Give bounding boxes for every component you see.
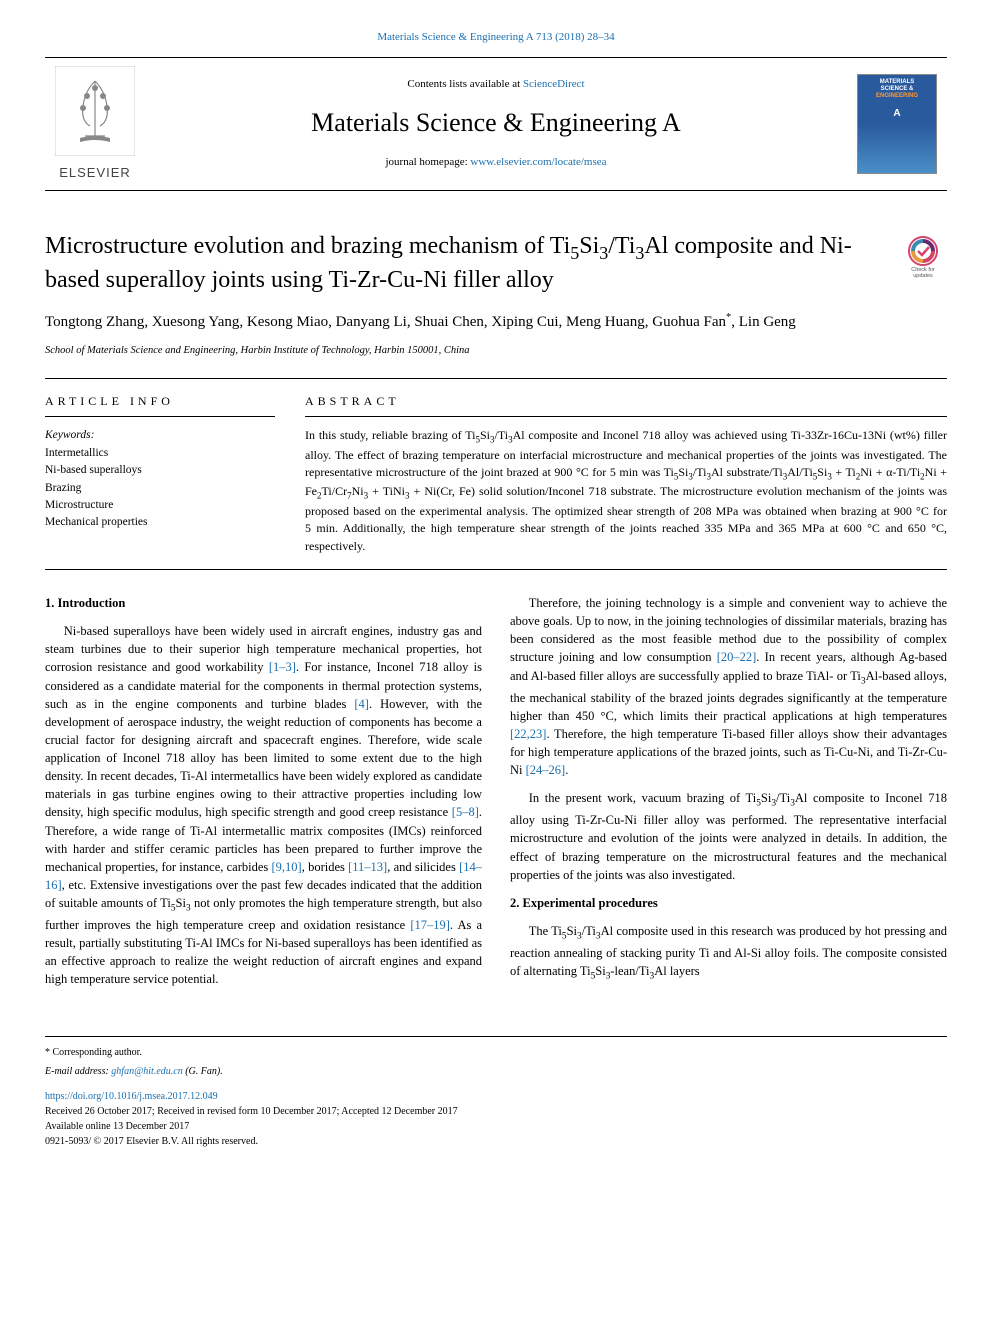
doi-link[interactable]: https://doi.org/10.1016/j.msea.2017.12.0… — [45, 1091, 218, 1102]
corresponding-author-note: * Corresponding author. — [45, 1045, 947, 1060]
banner-center: Contents lists available at ScienceDirec… — [145, 77, 847, 170]
email-line: E-mail address: ghfan@hit.edu.cn (G. Fan… — [45, 1064, 947, 1079]
publisher-logo-block: ELSEVIER — [45, 66, 145, 181]
journal-cover-thumbnail: MATERIALS SCIENCE & ENGINEERING A — [857, 74, 937, 174]
article-info-column: ARTICLE INFO Keywords: Intermetallics Ni… — [45, 393, 275, 555]
keyword: Ni-based superalloys — [45, 462, 275, 479]
running-header-link[interactable]: Materials Science & Engineering A 713 (2… — [377, 31, 614, 43]
copyright-line: 0921-5093/ © 2017 Elsevier B.V. All righ… — [45, 1134, 947, 1149]
running-header: Materials Science & Engineering A 713 (2… — [45, 30, 947, 45]
abstract-text: In this study, reliable brazing of Ti5Si… — [305, 427, 947, 555]
elsevier-tree-logo — [55, 66, 135, 156]
svg-text:updates: updates — [913, 273, 933, 279]
keywords-label: Keywords: — [45, 427, 275, 443]
body-paragraph: In the present work, vacuum brazing of T… — [510, 789, 947, 884]
homepage-line: journal homepage: www.elsevier.com/locat… — [145, 155, 847, 170]
body-paragraph: Ni-based superalloys have been widely us… — [45, 622, 482, 988]
keyword: Intermetallics — [45, 445, 275, 462]
section-heading-introduction: 1. Introduction — [45, 594, 482, 612]
article-info-heading: ARTICLE INFO — [45, 393, 275, 417]
keyword: Brazing — [45, 480, 275, 497]
keyword: Mechanical properties — [45, 514, 275, 531]
authors-list: Tongtong Zhang, Xuesong Yang, Kesong Mia… — [45, 310, 947, 334]
sciencedirect-link[interactable]: ScienceDirect — [523, 78, 585, 90]
article-title: Microstructure evolution and brazing mec… — [45, 231, 889, 296]
affiliation: School of Materials Science and Engineer… — [45, 344, 947, 359]
corresponding-email-link[interactable]: ghfan@hit.edu.cn — [111, 1066, 182, 1077]
abstract-column: ABSTRACT In this study, reliable brazing… — [305, 393, 947, 555]
available-online-date: Available online 13 December 2017 — [45, 1119, 947, 1134]
section-heading-experimental: 2. Experimental procedures — [510, 894, 947, 912]
journal-banner: ELSEVIER Contents lists available at Sci… — [45, 57, 947, 190]
check-for-updates-icon[interactable]: Check for updates — [899, 231, 947, 279]
body-paragraph: Therefore, the joining technology is a s… — [510, 594, 947, 779]
body-paragraph: The Ti5Si3/Ti3Al composite used in this … — [510, 922, 947, 984]
received-dates: Received 26 October 2017; Received in re… — [45, 1104, 947, 1119]
keyword: Microstructure — [45, 497, 275, 514]
abstract-heading: ABSTRACT — [305, 393, 947, 417]
article-body: 1. Introduction Ni-based superalloys hav… — [45, 594, 947, 996]
journal-homepage-link[interactable]: www.elsevier.com/locate/msea — [470, 156, 606, 168]
publisher-name: ELSEVIER — [55, 164, 135, 182]
contents-line: Contents lists available at ScienceDirec… — [145, 77, 847, 92]
article-footer: * Corresponding author. E-mail address: … — [45, 1036, 947, 1149]
journal-title: Materials Science & Engineering A — [145, 105, 847, 141]
cover-thumbnail-block: MATERIALS SCIENCE & ENGINEERING A — [847, 74, 947, 174]
divider — [45, 378, 947, 379]
divider — [45, 569, 947, 570]
